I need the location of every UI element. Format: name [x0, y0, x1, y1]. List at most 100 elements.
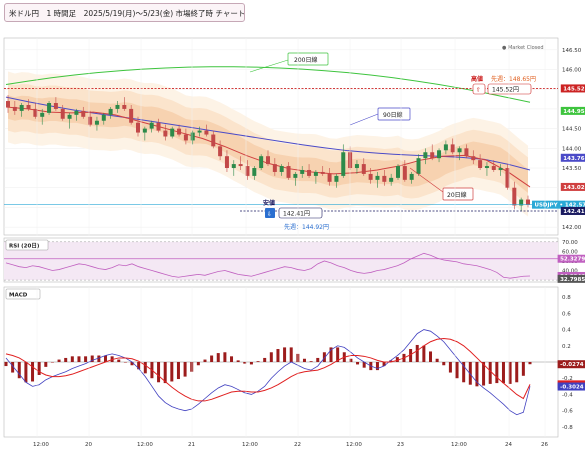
candle-body	[190, 132, 195, 141]
macd-histogram-bar	[90, 355, 94, 362]
price-tick-label: 146.00	[562, 68, 582, 74]
macd-histogram-bar	[289, 347, 293, 362]
candle-body	[505, 168, 510, 188]
macd-histogram-bar	[322, 352, 326, 362]
candle-body	[218, 146, 223, 157]
candle-body	[361, 164, 366, 174]
macd-line	[5, 329, 531, 416]
macd-histogram-bar	[117, 359, 121, 362]
candle-body	[115, 104, 120, 109]
macd-histogram-bar	[336, 347, 340, 362]
price-tag-bg	[560, 153, 585, 162]
candle-body	[279, 166, 284, 172]
macd-tick-label: 0.4	[562, 328, 571, 334]
down-arrow-icon: ⇩	[267, 211, 272, 218]
macd-tick-label: -0.6	[562, 409, 573, 415]
rsi-title: RSI (20日)	[9, 243, 40, 250]
market-closed-status: ● Market Closed	[502, 45, 544, 51]
macd-histogram-bar	[329, 347, 333, 362]
candle-body	[245, 166, 250, 176]
rsi-tick-label: 40.00	[562, 269, 578, 275]
macd-tick-label: 0.8	[562, 295, 571, 301]
macd-histogram-bar	[349, 358, 353, 362]
candle-body	[74, 110, 79, 115]
candle-body	[307, 169, 312, 176]
macd-histogram-bar	[143, 362, 147, 374]
price-tag: 143.76	[563, 156, 584, 162]
candle-body	[149, 122, 154, 129]
macd-tick-label: 0.2	[562, 344, 571, 350]
low-label: 安値	[263, 199, 275, 207]
price-tick-label: 144.50	[562, 127, 582, 133]
macd-histogram-bar	[528, 362, 532, 365]
x-tick-label: 26	[541, 442, 548, 448]
macd-histogram-bar	[130, 362, 134, 366]
rsi-tag-bg	[557, 274, 585, 283]
price-tag: 145.52	[563, 86, 584, 92]
candle-body	[334, 175, 339, 182]
candle-body	[6, 101, 10, 107]
macd-histogram-bar	[309, 361, 313, 362]
candle-body	[327, 173, 332, 182]
candle-body	[450, 144, 455, 153]
candle-body	[457, 148, 462, 153]
price-tag-bg	[532, 200, 585, 209]
macd-histogram-bar	[269, 352, 273, 362]
rsi-tag: 52.3279	[560, 257, 585, 263]
ma20-label: 20日線	[447, 191, 467, 199]
macd-histogram-bar	[210, 355, 214, 362]
candle-body	[512, 187, 517, 206]
candle-body	[53, 103, 58, 109]
rsi-tick-label: 70.00	[562, 240, 578, 246]
candle-body	[177, 128, 182, 135]
macd-histogram-bar	[435, 358, 439, 362]
candle-body	[142, 128, 147, 133]
macd-tag-bg	[557, 360, 585, 369]
macd-histogram-bar	[123, 362, 127, 363]
candle-body	[67, 114, 72, 119]
macd-histogram-bar	[170, 362, 174, 382]
macd-histogram-bar	[11, 362, 15, 373]
macd-tick-label: -0.2	[562, 376, 573, 382]
candle-body	[26, 104, 31, 109]
x-tick-label: 12:00	[451, 442, 467, 448]
macd-tick-label: -0.4	[562, 392, 573, 398]
candle-body	[163, 130, 168, 137]
macd-histogram-bar	[230, 356, 234, 362]
macd-histogram-bar	[302, 358, 306, 362]
high-value: 145.52円	[492, 87, 519, 94]
candle-body	[272, 164, 277, 172]
up-arrow-icon: ⇧	[476, 87, 481, 94]
candle-body	[108, 108, 113, 115]
candle-body	[368, 173, 373, 180]
macd-histogram-bar	[37, 362, 41, 375]
price-tick-label: 143.50	[562, 166, 582, 172]
macd-histogram-bar	[495, 362, 499, 384]
macd-histogram-bar	[50, 362, 54, 363]
macd-histogram-bar	[362, 362, 366, 368]
macd-tick-label: 0.6	[562, 311, 571, 317]
ma90-callout: 90日線	[349, 107, 411, 126]
macd-histogram-bar	[316, 357, 320, 362]
candle-body	[88, 116, 93, 125]
candle-body	[396, 166, 400, 178]
x-tick-label: 12:00	[33, 442, 49, 448]
candle-body	[443, 144, 448, 151]
macd-histogram-bar	[24, 362, 28, 383]
macd-histogram-bar	[521, 362, 525, 376]
candle-body	[122, 104, 127, 109]
high-label: 高値	[471, 75, 483, 83]
candle-body	[430, 152, 435, 159]
candle-body	[19, 104, 24, 111]
candle-body	[437, 150, 442, 159]
rsi-tag-bg	[557, 254, 585, 263]
x-tick-label: 12:00	[346, 442, 362, 448]
macd-histogram-bar	[422, 345, 426, 362]
macd-histogram-bar	[389, 360, 393, 362]
candle-body	[238, 164, 243, 167]
candle-body	[12, 106, 17, 111]
macd-histogram-bar	[44, 362, 48, 367]
x-tick-label: 12:00	[242, 442, 258, 448]
x-tick-label: 12:00	[137, 442, 153, 448]
